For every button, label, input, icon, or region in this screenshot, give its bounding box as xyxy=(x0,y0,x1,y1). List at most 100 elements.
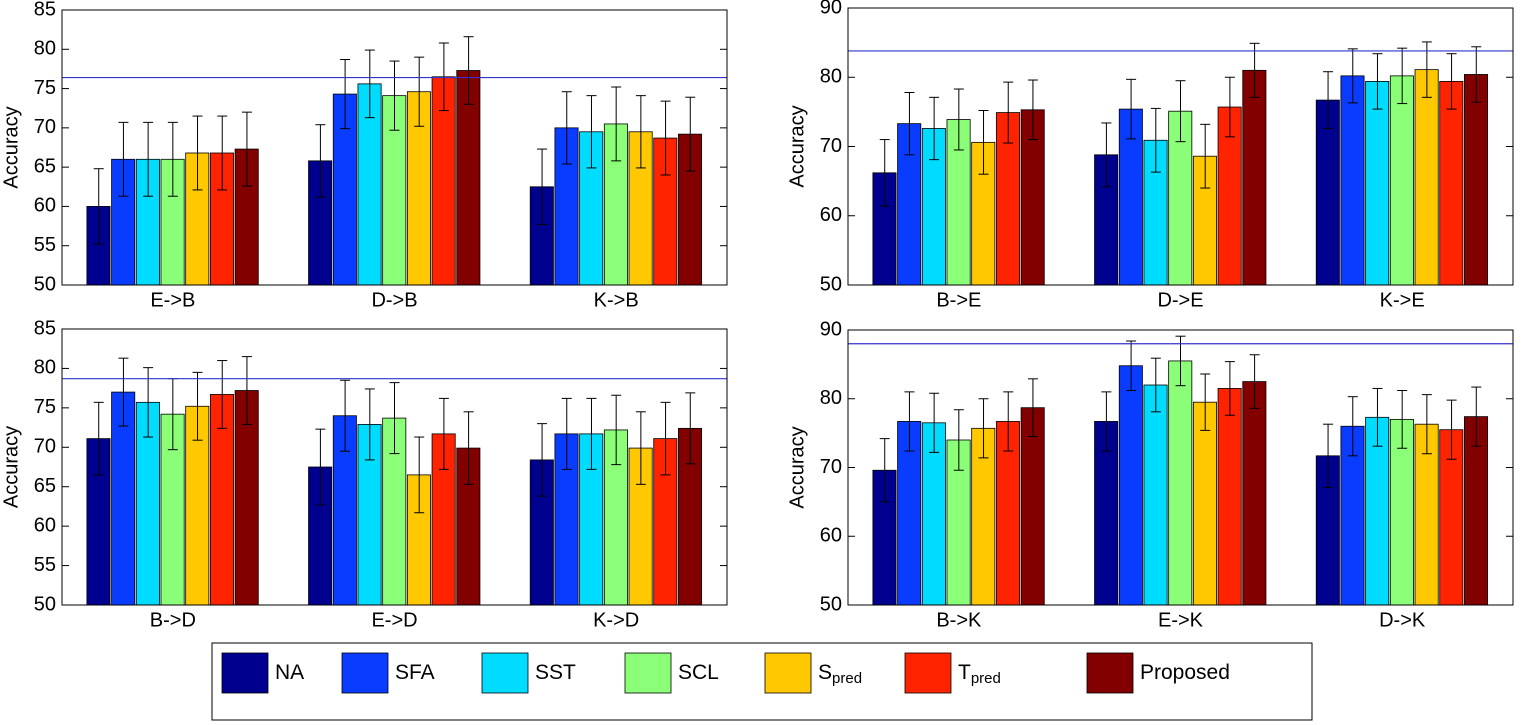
error-bar xyxy=(1347,48,1358,104)
error-bar xyxy=(1347,396,1358,457)
x-tick-label: D->E xyxy=(1157,289,1203,311)
error-bar xyxy=(660,401,671,476)
error-bar xyxy=(660,100,671,176)
plot-frame xyxy=(61,9,728,286)
bar xyxy=(1118,365,1143,606)
x-tick-label: K->E xyxy=(1380,289,1425,311)
y-tick-label: 65 xyxy=(34,475,56,497)
error-bar xyxy=(635,95,646,169)
bar xyxy=(1389,75,1414,286)
error-bar xyxy=(953,88,964,151)
y-tick-label: 70 xyxy=(34,116,56,138)
error-bar xyxy=(1200,123,1211,189)
error-bar xyxy=(904,391,915,452)
error-bar xyxy=(389,60,400,131)
error-bar xyxy=(217,115,228,191)
error-bar xyxy=(1323,71,1334,129)
y-axis-label: Accuracy xyxy=(786,426,808,508)
legend-label-main: T xyxy=(958,661,971,684)
legend-label: NA xyxy=(275,661,304,684)
error-bar xyxy=(904,91,915,156)
y-tick-label: 60 xyxy=(820,204,842,226)
error-bar xyxy=(340,59,351,130)
bar xyxy=(1464,74,1489,286)
bar xyxy=(1143,384,1168,606)
error-bar xyxy=(1224,76,1235,138)
error-bar xyxy=(217,360,228,429)
y-axis-label: Accuracy xyxy=(0,426,22,508)
legend-label-main: NA xyxy=(275,661,304,684)
error-bar xyxy=(978,109,989,175)
y-axis-label: Accuracy xyxy=(0,106,22,188)
error-bar xyxy=(414,436,425,514)
y-tick-label: 85 xyxy=(34,0,56,20)
x-tick-label: K->D xyxy=(593,609,639,631)
y-tick-label: 60 xyxy=(34,195,56,217)
error-bar xyxy=(635,411,646,485)
error-bar xyxy=(1175,335,1186,387)
legend-label: SCL xyxy=(678,661,719,684)
error-bar xyxy=(143,121,154,197)
y-tick-label: 80 xyxy=(820,66,842,88)
error-bar xyxy=(1027,378,1038,438)
y-axis-label: Accuracy xyxy=(786,105,808,187)
error-bar xyxy=(929,96,940,161)
error-bar xyxy=(118,121,129,197)
legend-label: Spred xyxy=(818,661,862,687)
error-bar xyxy=(241,111,252,187)
error-bar xyxy=(1150,357,1161,413)
error-bar xyxy=(1126,340,1137,391)
bar xyxy=(1242,69,1267,286)
legend-label-main: SCL xyxy=(678,661,719,684)
error-bar xyxy=(1126,78,1137,140)
error-bar xyxy=(586,95,597,169)
legend-label-main: SFA xyxy=(395,661,435,684)
legend-label-sub: pred xyxy=(832,670,862,687)
error-bar xyxy=(561,91,572,165)
bar xyxy=(1192,401,1217,606)
error-bar xyxy=(389,382,400,455)
x-tick-label: E->D xyxy=(371,609,417,631)
y-tick-label: 75 xyxy=(34,396,56,418)
error-bar xyxy=(1101,391,1112,452)
legend-label: SST xyxy=(535,661,576,684)
error-bar xyxy=(1446,399,1457,460)
plot-frame xyxy=(61,328,728,606)
plot-frame xyxy=(847,329,1514,606)
error-bar xyxy=(537,148,548,225)
error-bar xyxy=(1446,53,1457,110)
error-bar xyxy=(929,392,940,453)
error-bar xyxy=(1421,394,1432,455)
bar xyxy=(1242,381,1267,606)
bar xyxy=(1217,388,1242,606)
error-bar xyxy=(1471,386,1482,447)
bar xyxy=(1414,69,1439,286)
error-bar xyxy=(192,371,203,441)
bar xyxy=(1439,81,1464,286)
error-bar xyxy=(340,379,351,452)
y-tick-label: 70 xyxy=(820,456,842,478)
error-bar xyxy=(93,401,104,476)
legend-label-main: S xyxy=(818,661,832,684)
x-tick-label: D->K xyxy=(1379,609,1426,631)
error-bar xyxy=(1027,79,1038,141)
y-tick-label: 85 xyxy=(34,317,56,339)
error-bar xyxy=(364,49,375,119)
y-tick-label: 80 xyxy=(34,357,56,379)
legend-swatch xyxy=(1086,652,1134,694)
y-tick-label: 50 xyxy=(820,593,842,615)
error-bar xyxy=(315,428,326,506)
error-bar xyxy=(1323,423,1334,488)
error-bar xyxy=(1200,373,1211,431)
y-tick-label: 65 xyxy=(34,155,56,177)
error-bar xyxy=(978,398,989,459)
y-tick-label: 75 xyxy=(34,77,56,99)
error-bar xyxy=(561,397,572,470)
y-tick-label: 60 xyxy=(820,525,842,547)
y-tick-label: 70 xyxy=(820,135,842,157)
error-bar xyxy=(1471,46,1482,103)
y-tick-label: 50 xyxy=(820,273,842,295)
x-tick-label: B->D xyxy=(150,609,196,631)
legend-label: Tpred xyxy=(958,661,1001,687)
